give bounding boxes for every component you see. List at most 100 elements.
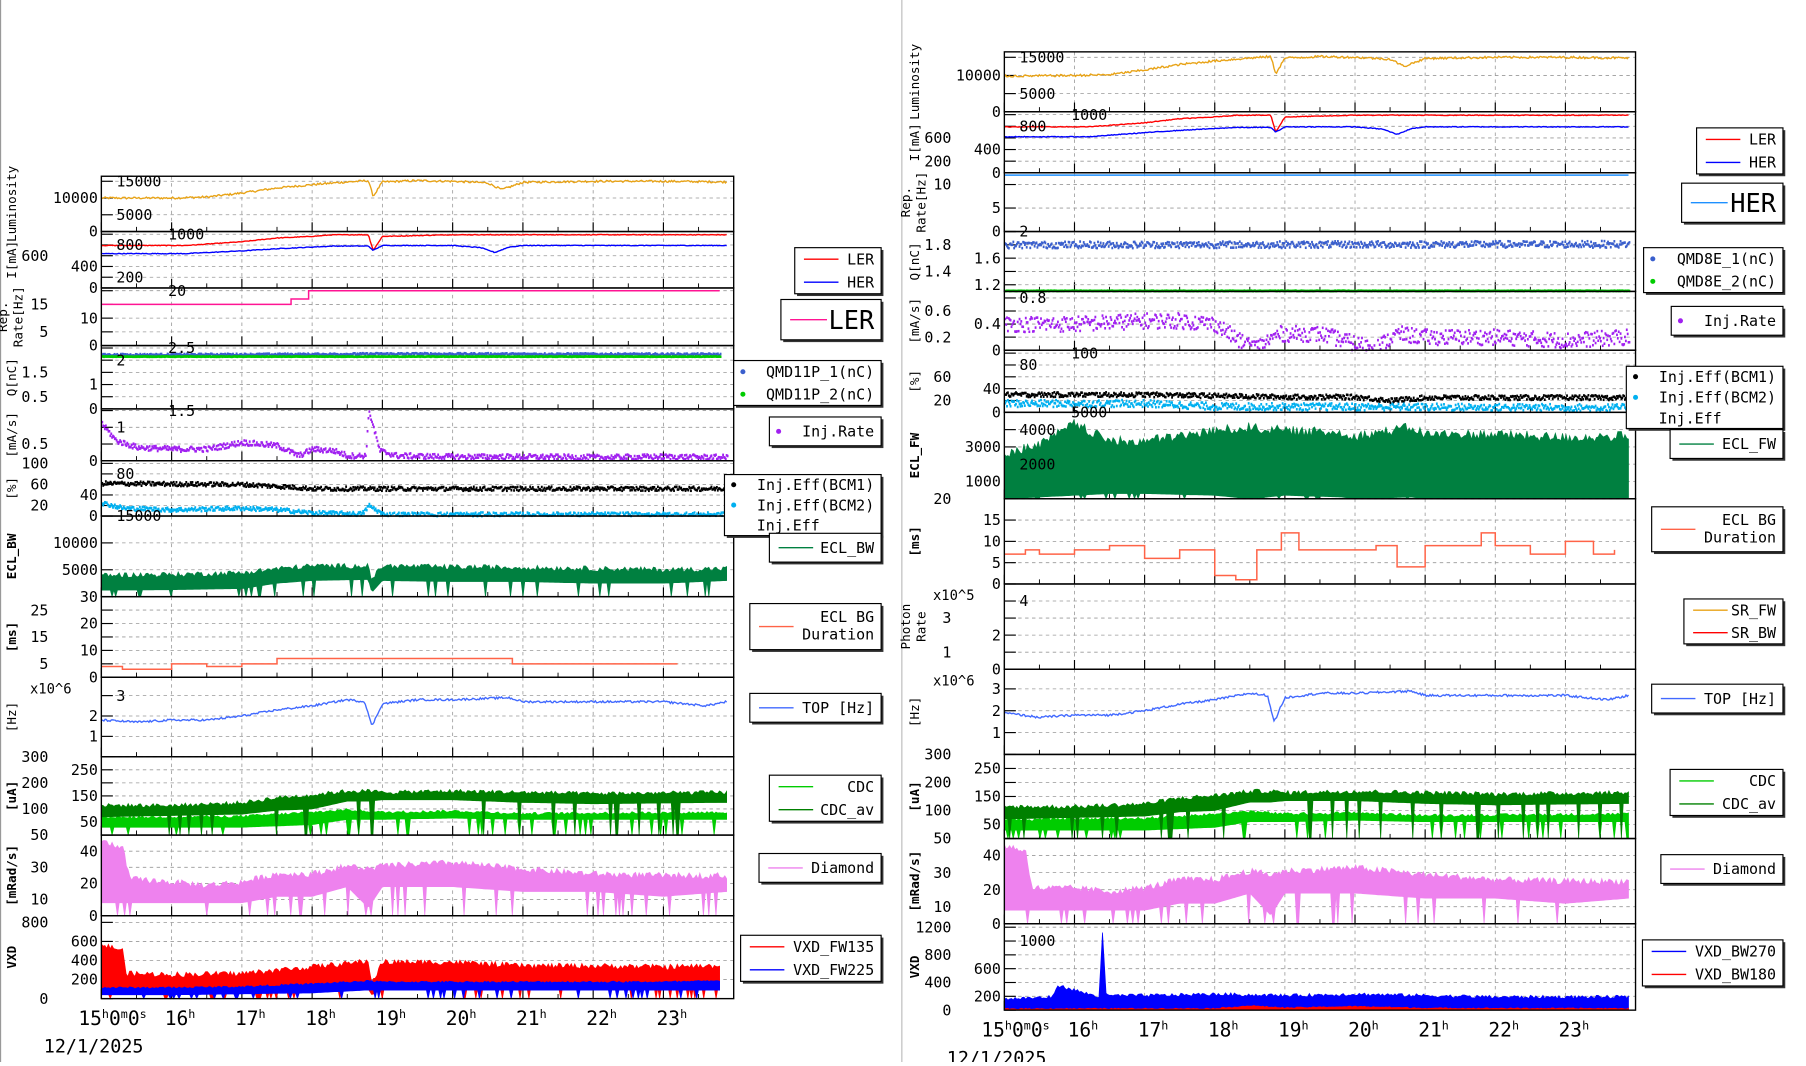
data-point	[715, 453, 717, 456]
data-point	[651, 513, 653, 516]
data-point	[371, 421, 373, 424]
data-point	[722, 511, 724, 514]
data-point	[244, 483, 246, 486]
data-point	[1338, 242, 1340, 245]
data-point	[1601, 240, 1603, 243]
data-point	[639, 486, 641, 489]
data-point	[1541, 243, 1543, 246]
data-point	[357, 486, 359, 489]
data-point	[278, 445, 280, 448]
y-tick-label: 5	[39, 323, 48, 341]
legend-label: QMD11P_2(nC)	[766, 385, 874, 403]
data-point	[1286, 244, 1288, 247]
data-point	[1359, 246, 1361, 249]
data-point	[177, 510, 179, 513]
panel-frame	[1004, 52, 1635, 112]
data-point	[222, 507, 224, 510]
data-point	[1330, 246, 1332, 249]
data-point	[343, 451, 345, 454]
data-point	[1492, 240, 1494, 243]
data-point	[288, 508, 290, 511]
data-point	[472, 488, 474, 491]
data-point	[1406, 242, 1408, 245]
data-point	[1443, 241, 1445, 244]
data-point	[446, 512, 448, 515]
data-point	[1417, 244, 1419, 247]
data-point	[1363, 245, 1365, 248]
data-point	[577, 488, 579, 491]
y-tick-label: 100	[21, 455, 48, 473]
data-point	[1127, 243, 1129, 246]
legend-marker	[776, 429, 781, 434]
data-point	[269, 444, 271, 447]
data-point	[1418, 246, 1420, 249]
data-point	[625, 512, 627, 515]
data-point	[192, 481, 194, 484]
data-point	[614, 512, 616, 515]
data-point	[1346, 245, 1348, 248]
data-point	[133, 442, 135, 445]
data-point	[629, 489, 631, 492]
data-point	[598, 455, 600, 458]
data-point	[1586, 243, 1588, 246]
data-point	[267, 443, 269, 446]
data-point	[282, 487, 284, 490]
data-point	[1195, 245, 1197, 248]
data-point	[226, 447, 228, 450]
data-point	[266, 441, 268, 444]
data-point	[1230, 246, 1232, 249]
data-point	[421, 512, 423, 515]
data-point	[1589, 245, 1591, 248]
y-tick-label: 200	[116, 268, 143, 286]
data-point	[1484, 246, 1486, 249]
data-point	[671, 454, 673, 457]
data-point	[1499, 240, 1501, 243]
data-point	[1513, 242, 1515, 245]
data-point	[110, 433, 112, 436]
data-point	[470, 458, 472, 461]
data-point	[406, 454, 408, 457]
data-point	[197, 481, 199, 484]
y-tick-label: 30	[80, 588, 98, 606]
legend-label: Inj.Eff(BCM2)	[757, 496, 874, 514]
data-point	[598, 486, 600, 489]
data-point	[1288, 243, 1290, 246]
data-point	[437, 453, 439, 456]
data-point	[1217, 243, 1219, 246]
y-tick-label: 15	[30, 628, 48, 646]
data-point	[200, 507, 202, 510]
data-point	[503, 512, 505, 515]
data-point	[1508, 244, 1510, 247]
data-point	[105, 480, 107, 483]
data-point	[553, 512, 555, 515]
data-point	[180, 485, 182, 488]
data-point	[259, 507, 261, 510]
data-point	[722, 454, 724, 457]
data-point	[226, 505, 228, 508]
data-point	[474, 454, 476, 457]
data-point	[1135, 244, 1137, 247]
data-point	[261, 486, 263, 489]
data-point	[1448, 243, 1450, 246]
data-point	[706, 455, 708, 458]
data-point	[1262, 241, 1264, 244]
y-tick-label: 600	[21, 247, 48, 265]
y-axis-label: [mRad/s]	[4, 845, 19, 906]
data-point	[104, 483, 106, 486]
y-tick-label: 10000	[53, 189, 98, 207]
data-point	[1348, 243, 1350, 246]
data-point	[1153, 241, 1155, 244]
date-label: 12/1/2025	[44, 1037, 144, 1058]
data-point	[444, 490, 446, 493]
data-point	[673, 489, 675, 492]
data-point	[1151, 244, 1153, 247]
data-point	[1283, 245, 1285, 248]
data-point	[134, 481, 136, 484]
data-point	[380, 486, 382, 489]
data-point	[344, 488, 346, 491]
x-tick-label: 22h	[586, 1007, 617, 1030]
data-point	[1483, 241, 1485, 244]
data-point	[450, 456, 452, 459]
data-point	[1471, 240, 1473, 243]
data-point	[502, 453, 504, 456]
